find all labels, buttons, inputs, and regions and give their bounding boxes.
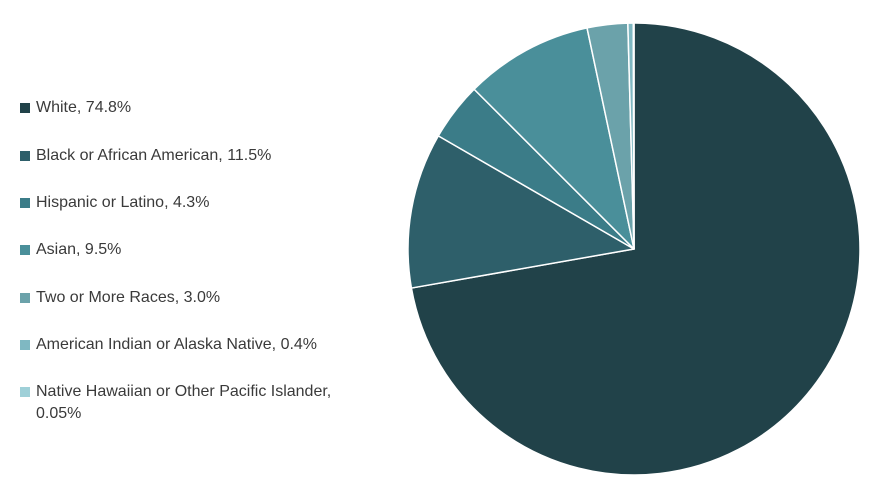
legend-item-hispanic-or-latino: Hispanic or Latino, 4.3%	[20, 192, 209, 214]
legend-label-two-or-more-races: Two or More Races, 3.0%	[36, 289, 221, 306]
legend-label-white: White, 74.8%	[36, 99, 132, 116]
legend-item-black-or-african-american: Black or African American, 11.5%	[20, 145, 271, 167]
legend-swatch-black-or-african-american	[20, 151, 30, 161]
legend-item-american-indian-or-alaska-native: American Indian or Alaska Native, 0.4%	[20, 334, 317, 356]
legend-swatch-two-or-more-races	[20, 293, 30, 303]
legend-swatch-hispanic-or-latino	[20, 198, 30, 208]
legend-swatch-american-indian-or-alaska-native	[20, 340, 30, 350]
chart-legend: White, 74.8% Black or African American, …	[20, 0, 380, 487]
legend-item-asian: Asian, 9.5%	[20, 239, 121, 261]
legend-label-hispanic-or-latino: Hispanic or Latino, 4.3%	[36, 194, 210, 211]
pie-slice-native-hawaiian-or-other-pacific-islander	[632, 22, 635, 250]
legend-label-asian: Asian, 9.5%	[36, 241, 122, 258]
legend-label-black-or-african-american: Black or African American, 11.5%	[36, 147, 272, 164]
legend-swatch-native-hawaiian-or-other-pacific-islander	[20, 387, 30, 397]
legend-label-american-indian-or-alaska-native: American Indian or Alaska Native, 0.4%	[36, 336, 318, 353]
legend-item-two-or-more-races: Two or More Races, 3.0%	[20, 287, 220, 309]
legend-swatch-white	[20, 103, 30, 113]
legend-swatch-asian	[20, 245, 30, 255]
pie-slice-black-or-african-american	[407, 135, 635, 289]
legend-item-native-hawaiian-or-other-pacific-islander: Native Hawaiian or Other Pacific Islande…	[20, 381, 366, 425]
pie-slice-white	[410, 22, 861, 476]
legend-label-native-hawaiian-or-other-pacific-islander: Native Hawaiian or Other Pacific Islande…	[36, 383, 332, 422]
pie-slice-asian	[473, 27, 635, 250]
legend-item-white: White, 74.8%	[20, 97, 131, 119]
